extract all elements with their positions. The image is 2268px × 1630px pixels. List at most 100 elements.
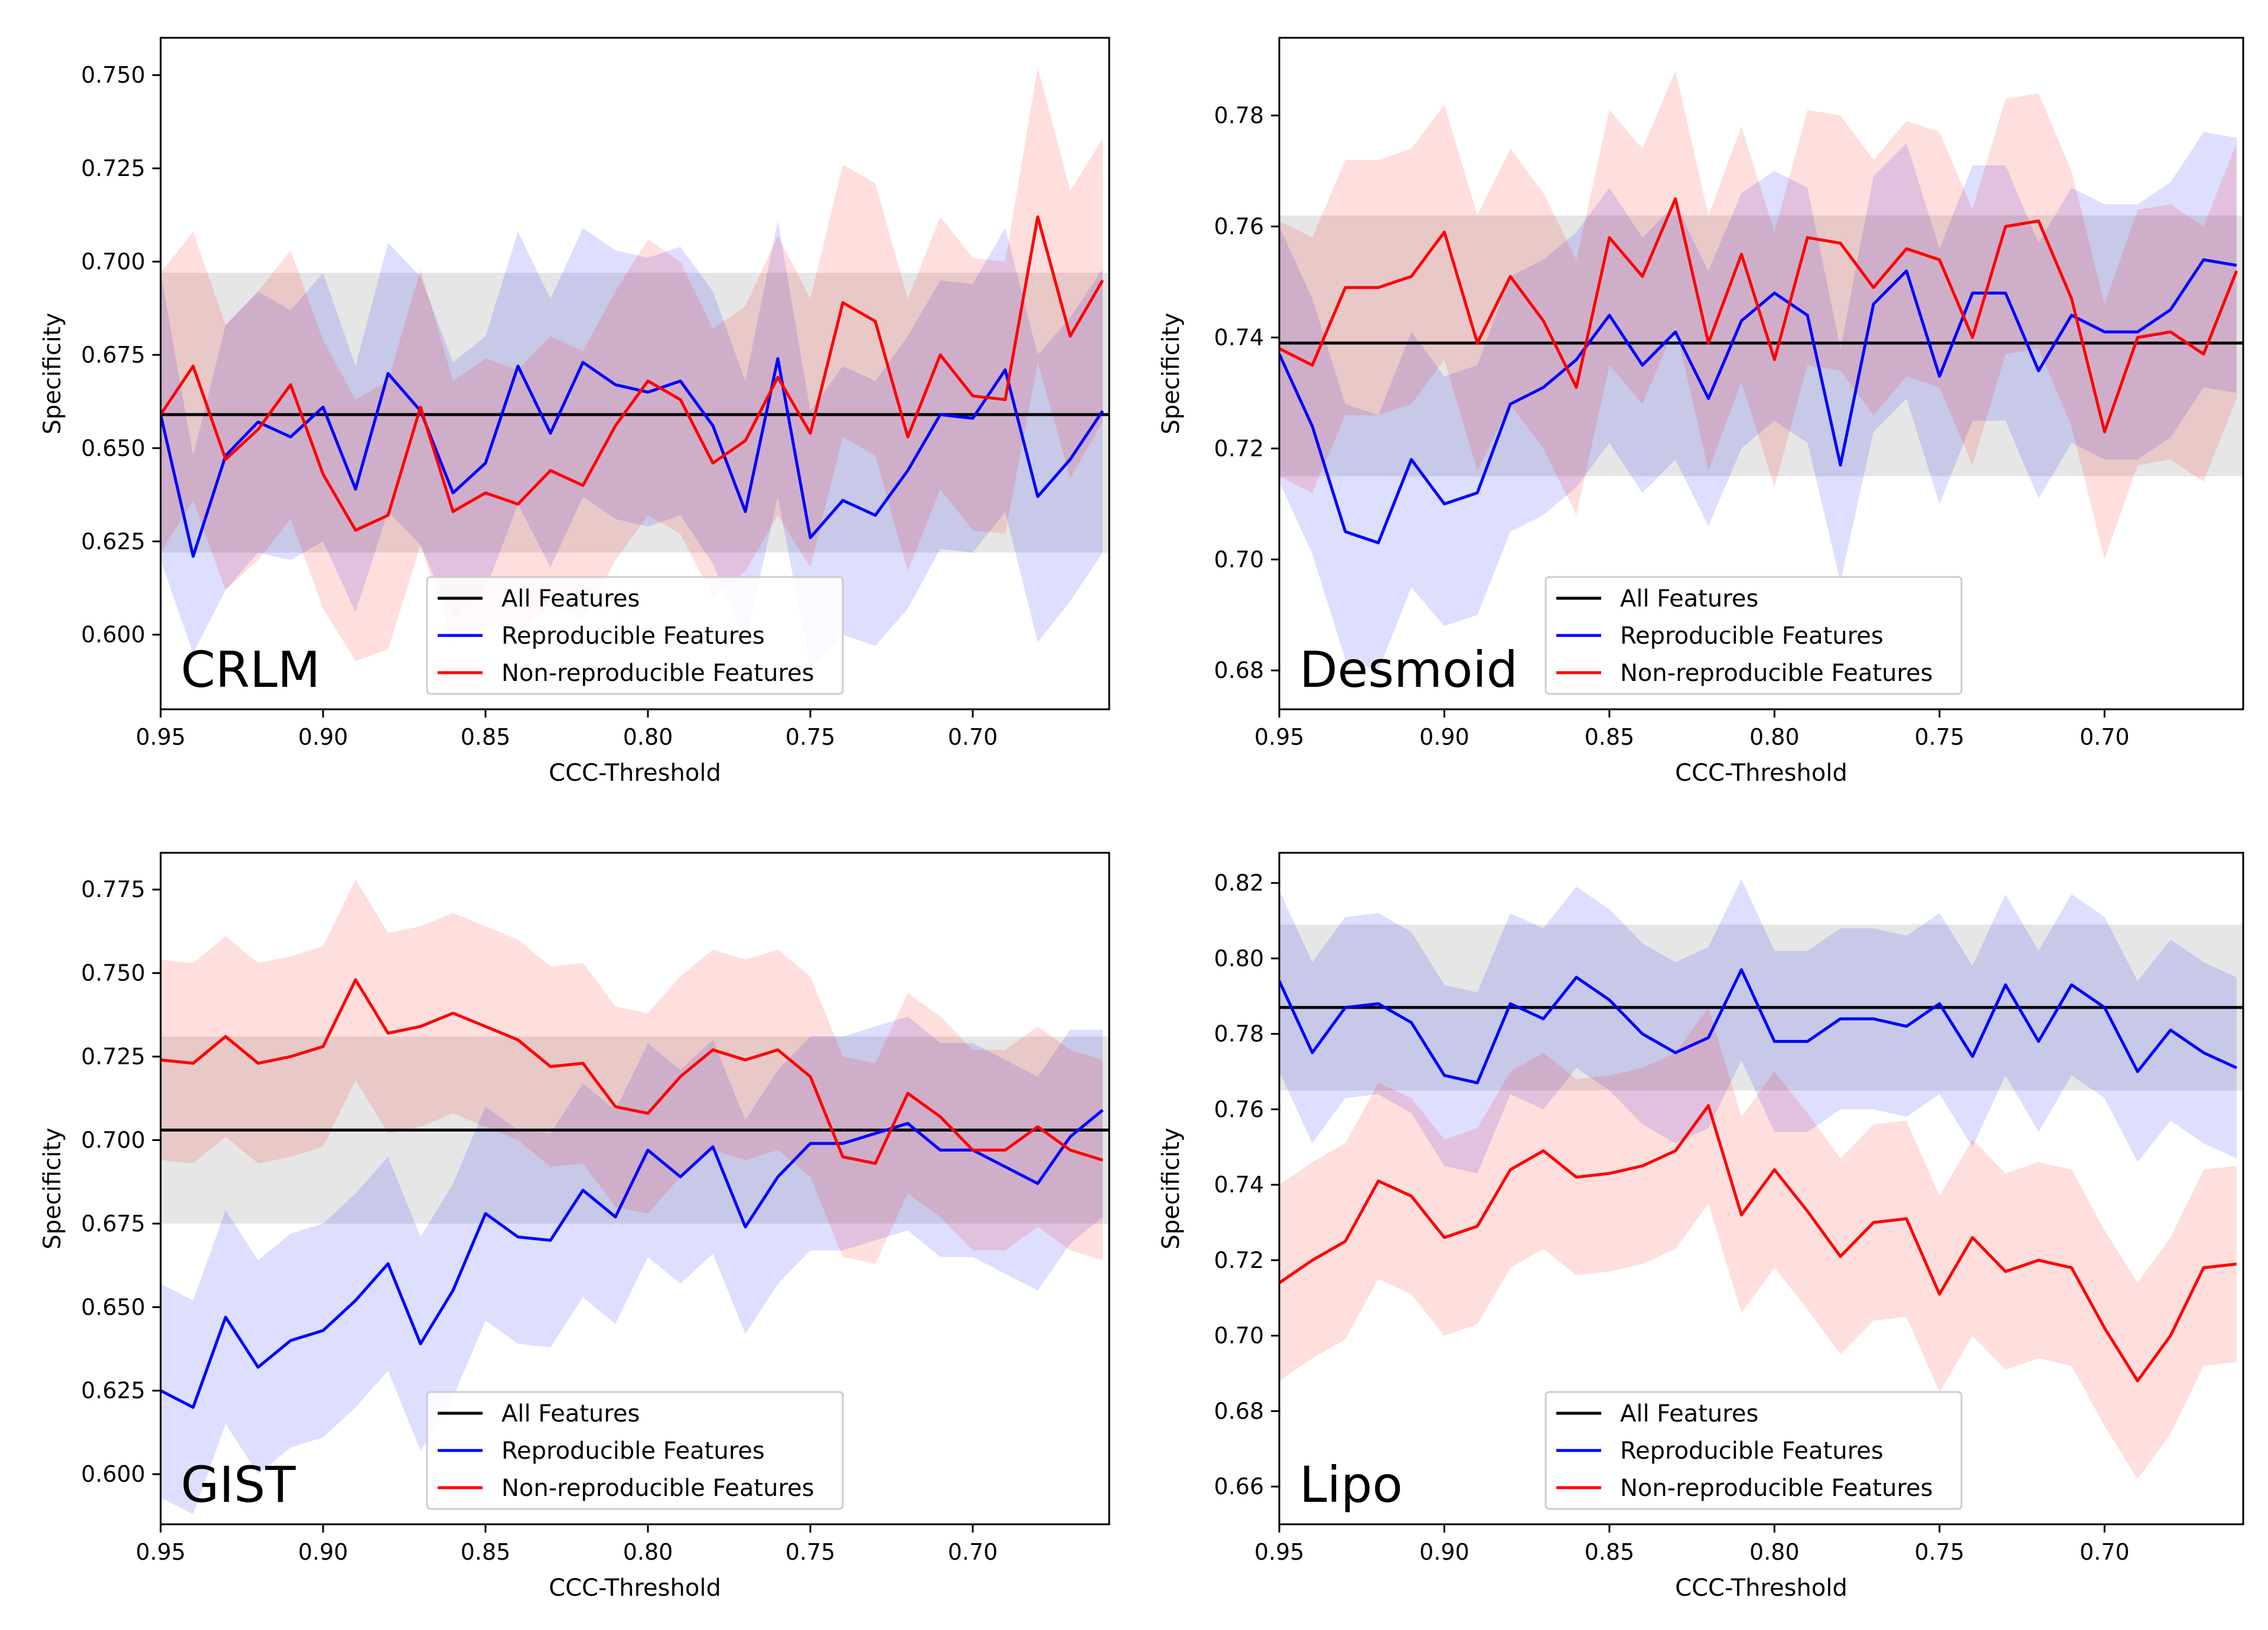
nonreproducible-line [161, 215, 1104, 532]
y-tick-label: 0.725 [81, 1044, 145, 1070]
x-axis-label: CCC-Threshold [1675, 759, 1847, 787]
y-tick-label: 0.72 [1214, 435, 1264, 461]
y-tick-label: 0.66 [1214, 1473, 1264, 1499]
legend-box [426, 1391, 844, 1510]
chart-panel-crlm: 0.95 0.90 0.85 0.80 0.75 0.70 0.600 0.625 0.650 0… [39, 37, 1110, 787]
nonreproducible-line [161, 978, 1103, 1165]
axes-frame [1278, 37, 2244, 710]
x-tick-label: 0.70 [948, 1539, 998, 1565]
y-tick-label: 0.725 [81, 155, 145, 181]
panel-name: Lipo [1299, 1456, 1403, 1514]
legend-box [426, 576, 844, 695]
plot-area [1279, 879, 2243, 1479]
x-tick-label: 0.80 [623, 724, 673, 750]
x-tick-label: 0.80 [1749, 724, 1800, 750]
reproducible-line [161, 357, 1104, 558]
y-tick-label: 0.74 [1214, 324, 1264, 350]
axes-frame [159, 852, 1110, 1525]
plot-area [161, 879, 1109, 1515]
nonreproducible-line [1279, 197, 2238, 433]
legend: All Features Reproducible Features Non-rep… [1544, 576, 1963, 695]
x-tick-label: 0.90 [1419, 1539, 1469, 1565]
chart-panel-gist: 0.95 0.90 0.85 0.80 0.75 0.70 0.600 0.625 0.650 0… [39, 852, 1110, 1602]
x-tick-label: 0.85 [461, 724, 511, 750]
y-tick-label: 0.600 [81, 1461, 145, 1487]
x-tick-label: 0.85 [1585, 724, 1635, 750]
nonreproducible-band [1279, 1007, 2237, 1479]
legend-label: Reproducible Features [1620, 622, 1884, 650]
y-tick-label: 0.775 [81, 876, 145, 902]
legend-label: Non-reproducible Features [1620, 660, 1933, 687]
legend-label: Non-reproducible Features [1620, 1475, 1933, 1502]
legend-label: Reproducible Features [501, 1437, 765, 1465]
x-tick-label: 0.70 [2080, 724, 2130, 750]
x-axis-label: CCC-Threshold [1675, 1574, 1847, 1602]
legend-label: Non-reproducible Features [501, 660, 814, 687]
x-tick-label: 0.75 [786, 1539, 836, 1565]
chart-panel-lipo: 0.95 0.90 0.85 0.80 0.75 0.70 0.66 0.68 0.70 0.72… [1158, 852, 2244, 1602]
y-tick-label: 0.72 [1214, 1247, 1264, 1273]
legend-label: All Features [501, 1400, 640, 1427]
legend-label: Reproducible Features [501, 622, 765, 650]
legend-label: Reproducible Features [1620, 1437, 1884, 1465]
plot-area [1279, 71, 2243, 671]
legend-label: All Features [1620, 585, 1758, 612]
y-tick-label: 0.750 [81, 62, 145, 88]
y-tick-label: 0.700 [81, 249, 145, 275]
x-tick-label: 0.95 [136, 1539, 186, 1565]
nonreproducible-line [1279, 1104, 2237, 1383]
y-axis-label: Specificity [1158, 1127, 1185, 1249]
legend: All Features Reproducible Features Non-rep… [426, 576, 844, 695]
y-axis-label: Specificity [39, 312, 66, 434]
x-tick-label: 0.95 [136, 724, 186, 750]
y-tick-label: 0.70 [1214, 546, 1264, 572]
reproducible-line [1279, 968, 2237, 1085]
panel-name: Desmoid [1299, 641, 1518, 699]
y-tick-label: 0.625 [81, 529, 145, 555]
x-tick-label: 0.80 [623, 1539, 673, 1565]
x-tick-label: 0.80 [1749, 1539, 1800, 1565]
x-tick-label: 0.75 [1915, 724, 1965, 750]
x-axis-label: CCC-Threshold [549, 759, 721, 787]
legend-label: All Features [1620, 1400, 1758, 1427]
x-tick-label: 0.90 [1419, 724, 1469, 750]
reproducible-band [161, 1016, 1103, 1515]
x-tick-label: 0.95 [1254, 724, 1305, 750]
y-tick-label: 0.78 [1214, 1021, 1264, 1047]
y-tick-label: 0.68 [1214, 657, 1264, 683]
plot-area [161, 67, 1109, 669]
y-tick-label: 0.76 [1214, 213, 1264, 239]
legend-box [1544, 1391, 1963, 1510]
y-tick-label: 0.750 [81, 960, 145, 986]
axes-frame [159, 37, 1110, 710]
y-tick-label: 0.650 [81, 1294, 145, 1320]
x-tick-label: 0.70 [948, 724, 998, 750]
x-tick-label: 0.75 [1915, 1539, 1965, 1565]
reproducible-band [1279, 879, 2237, 1173]
y-tick-label: 0.675 [81, 1211, 145, 1237]
y-tick-label: 0.68 [1214, 1398, 1264, 1424]
axes-frame [1278, 852, 2244, 1525]
nonreproducible-band [161, 67, 1103, 661]
reproducible-line [161, 1109, 1104, 1409]
y-tick-label: 0.76 [1214, 1096, 1264, 1122]
y-tick-label: 0.80 [1214, 946, 1264, 972]
legend: All Features Reproducible Features Non-rep… [1544, 1391, 1963, 1510]
x-tick-label: 0.95 [1254, 1539, 1305, 1565]
x-axis-label: CCC-Threshold [549, 1574, 721, 1602]
reproducible-band [161, 220, 1103, 669]
y-tick-label: 0.82 [1214, 870, 1264, 896]
y-tick-label: 0.78 [1214, 103, 1264, 129]
x-tick-label: 0.90 [298, 1539, 348, 1565]
x-tick-label: 0.85 [1585, 1539, 1635, 1565]
y-axis-label: Specificity [1158, 312, 1185, 434]
legend-label: All Features [501, 585, 640, 612]
x-tick-label: 0.90 [298, 724, 348, 750]
y-tick-label: 0.600 [81, 622, 145, 648]
nonreproducible-band [161, 879, 1103, 1264]
reproducible-band [1279, 132, 2237, 671]
chart-panel-desmoid: 0.95 0.90 0.85 0.80 0.75 0.70 0.68 0.70 0.72 0.74… [1158, 37, 2244, 787]
y-tick-label: 0.675 [81, 342, 145, 368]
y-axis-label: Specificity [39, 1127, 66, 1249]
